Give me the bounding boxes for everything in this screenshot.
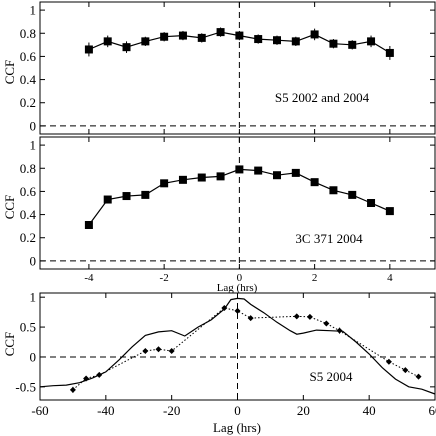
y-tick-label: 0 bbox=[30, 253, 37, 268]
data-point bbox=[247, 315, 254, 322]
data-point bbox=[385, 48, 394, 57]
y-tick-label: 0.6 bbox=[20, 184, 37, 199]
x-tick-label: 2 bbox=[312, 272, 318, 284]
data-point bbox=[323, 320, 330, 327]
x-tick-label: -40 bbox=[97, 403, 114, 418]
x-tick-label: -4 bbox=[84, 272, 94, 284]
data-point bbox=[367, 199, 376, 207]
x-tick-label: -60 bbox=[31, 403, 48, 418]
data-point bbox=[336, 327, 343, 334]
data-point bbox=[385, 207, 394, 216]
data-point bbox=[235, 31, 244, 40]
x-tick-label: -20 bbox=[163, 403, 180, 418]
x-tick-label: 20 bbox=[297, 403, 310, 418]
data-point bbox=[141, 37, 150, 46]
data-point bbox=[291, 168, 300, 177]
y-tick-label: 0.8 bbox=[20, 161, 36, 176]
data-point bbox=[348, 40, 357, 49]
series-line bbox=[39, 297, 436, 395]
y-tick-label: 1 bbox=[30, 3, 37, 18]
data-point bbox=[160, 32, 169, 41]
data-point bbox=[367, 37, 376, 46]
data-point bbox=[402, 367, 409, 374]
ylabel-panel-2: CCF bbox=[2, 195, 17, 220]
data-point bbox=[291, 37, 300, 46]
x-tick-label: 4 bbox=[387, 272, 393, 284]
data-point bbox=[178, 175, 187, 184]
data-point bbox=[273, 36, 281, 45]
data-point bbox=[122, 192, 131, 201]
data-point bbox=[254, 166, 263, 175]
data-point bbox=[415, 373, 422, 380]
x-tick-label: 40 bbox=[363, 403, 376, 418]
data-point bbox=[329, 39, 338, 48]
data-point bbox=[141, 190, 150, 199]
data-point bbox=[84, 221, 93, 229]
panel-s5-2004: CCF S5 2004 Lag (hrs) -0.5 0 0.5 1 -60 -40 -20… bbox=[2, 290, 436, 435]
data-point bbox=[103, 195, 112, 204]
data-point bbox=[221, 304, 228, 311]
data-point bbox=[69, 386, 76, 393]
data-point bbox=[197, 173, 206, 182]
y-tick-label: 1 bbox=[30, 290, 37, 305]
data-point bbox=[142, 347, 149, 354]
annotation-panel-2: 3C 371 2004 bbox=[295, 231, 363, 246]
x-tick-label: -2 bbox=[160, 272, 169, 284]
y-tick-label: 0.8 bbox=[20, 26, 36, 41]
data-point bbox=[168, 347, 175, 354]
data-point bbox=[348, 190, 357, 199]
y-tick-label: 0.2 bbox=[20, 230, 36, 245]
y-tick-label: 0 bbox=[30, 349, 37, 364]
series-line bbox=[72, 307, 419, 391]
data-point bbox=[385, 358, 392, 365]
ylabel-panel-3: CCF bbox=[2, 332, 17, 357]
y-tick-label: 0.4 bbox=[20, 207, 37, 222]
data-point bbox=[216, 172, 225, 181]
data-point bbox=[234, 307, 241, 314]
x-tick-label: 0 bbox=[234, 403, 241, 418]
data-point bbox=[306, 313, 313, 320]
data-point bbox=[96, 371, 103, 378]
y-tick-label: 0 bbox=[30, 118, 37, 133]
data-point bbox=[103, 37, 112, 46]
xlabel-panel-2: Lag (hrs) bbox=[217, 282, 258, 294]
data-point bbox=[84, 45, 93, 54]
y-tick-label: 0.2 bbox=[20, 95, 36, 110]
plot-frame bbox=[39, 136, 436, 270]
data-point bbox=[178, 31, 187, 40]
y-tick-label: 0.6 bbox=[20, 49, 37, 64]
data-point bbox=[155, 346, 162, 353]
data-point bbox=[160, 179, 169, 188]
y-tick-label: 0.5 bbox=[20, 320, 36, 335]
plot-frame bbox=[39, 1, 436, 135]
annotation-panel-1: S5 2002 and 2004 bbox=[275, 90, 370, 105]
data-point bbox=[122, 43, 131, 52]
data-point bbox=[216, 28, 225, 37]
data-point bbox=[329, 186, 338, 195]
panel-3c371-2004: CCF 3C 371 2004 Lag (hrs) 0 0.2 0.4 0.6 0.8 1… bbox=[2, 136, 436, 294]
data-point bbox=[273, 171, 281, 180]
data-point bbox=[310, 30, 319, 39]
data-point bbox=[310, 178, 319, 187]
x-tick-label: 60 bbox=[429, 403, 436, 418]
panel-s5-2002-2004: CCF S5 2002 and 2004 0 0.2 0.4 0.6 0.8 1 bbox=[2, 1, 436, 135]
data-point bbox=[235, 165, 244, 174]
x-tick-label: 0 bbox=[237, 272, 243, 284]
data-point bbox=[254, 35, 263, 44]
y-tick-label: 0.4 bbox=[20, 72, 37, 87]
data-point bbox=[83, 375, 90, 382]
data-point bbox=[197, 33, 206, 42]
ylabel-panel-1: CCF bbox=[2, 60, 17, 85]
data-point bbox=[293, 313, 300, 320]
annotation-panel-3: S5 2004 bbox=[310, 369, 353, 384]
y-tick-label: 1 bbox=[30, 138, 37, 153]
xlabel-panel-3: Lag (hrs) bbox=[213, 420, 261, 435]
y-tick-label: -0.5 bbox=[15, 379, 36, 394]
